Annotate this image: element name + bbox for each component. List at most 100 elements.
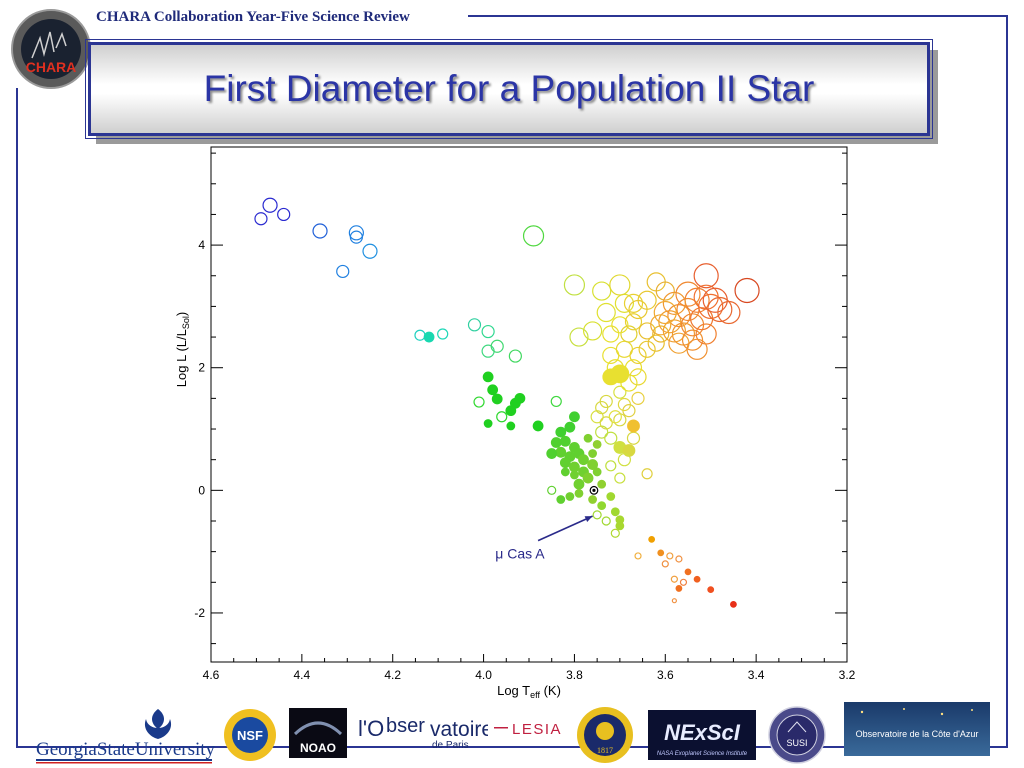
star-point	[481, 324, 495, 339]
star-point	[601, 516, 611, 526]
star-point	[647, 334, 665, 352]
star-point	[588, 495, 597, 504]
star-point	[559, 457, 571, 469]
star-point	[546, 448, 558, 459]
header-text: CHARA Collaboration Year-Five Science Re…	[96, 9, 410, 25]
x-tick-label: 3.2	[839, 668, 856, 682]
star-point	[595, 400, 609, 415]
star-point	[262, 197, 278, 213]
star-point	[506, 421, 516, 431]
star-point	[597, 501, 607, 511]
star-point	[671, 598, 677, 604]
star-point	[730, 600, 737, 608]
chart-points	[254, 197, 760, 608]
nsf-text: NSF	[237, 728, 263, 743]
frame-left-rule	[16, 88, 18, 748]
star-point	[254, 212, 268, 226]
star-point	[490, 339, 504, 353]
star-point	[592, 510, 602, 520]
chara-logo-text: CHARA	[26, 59, 77, 75]
star-point	[514, 392, 526, 404]
star-point	[629, 368, 647, 386]
star-point	[583, 433, 593, 443]
nexsci-text: NExScI	[664, 720, 741, 745]
star-point	[628, 299, 648, 320]
star-point	[559, 435, 571, 447]
star-point	[717, 300, 741, 325]
star-point	[582, 321, 603, 341]
star-point	[602, 325, 620, 343]
star-point	[675, 281, 701, 307]
susi-logo: SUSI	[768, 706, 826, 764]
star-point	[467, 318, 482, 332]
star-point	[564, 421, 576, 433]
star-point	[555, 446, 567, 458]
lesia-text: LESIA	[512, 721, 562, 738]
star-point	[565, 492, 575, 501]
star-point	[592, 281, 612, 301]
x-tick-label: 4.0	[475, 668, 492, 682]
star-point	[473, 396, 485, 408]
star-point	[574, 488, 584, 498]
star-point	[662, 291, 686, 315]
obs-sub: de Paris	[432, 740, 469, 751]
star-point	[604, 431, 618, 445]
star-point	[617, 453, 632, 467]
star-point	[336, 264, 350, 279]
star-point	[620, 374, 638, 392]
star-point	[588, 449, 597, 458]
star-point	[483, 419, 493, 428]
star-point	[702, 287, 728, 313]
star-point	[491, 393, 503, 405]
star-point	[624, 359, 643, 377]
star-point	[508, 349, 522, 363]
y-tick-label: 4	[198, 238, 205, 252]
star-point	[610, 507, 620, 517]
slide-title: First Diameter for a Population II Star	[203, 68, 815, 109]
obs-middle: bser	[386, 715, 425, 737]
star-point	[349, 230, 363, 244]
star-point	[592, 439, 602, 449]
x-tick-label: 3.8	[566, 668, 583, 682]
star-point	[578, 454, 589, 466]
star-point	[547, 485, 557, 495]
star-point	[693, 575, 701, 583]
star-point	[606, 359, 624, 377]
star-point	[686, 338, 708, 360]
x-axis-label: Log Teff (K)	[497, 683, 561, 700]
star-point	[532, 420, 544, 432]
chart-axes	[210, 146, 848, 663]
star-point	[423, 331, 435, 343]
frame-right-rule	[1006, 15, 1008, 748]
star-point	[629, 346, 647, 365]
star-point	[582, 472, 594, 484]
star-point	[631, 391, 645, 405]
star-point	[620, 325, 638, 343]
star-point	[734, 277, 760, 304]
obs-prefix: l'O	[358, 716, 384, 741]
star-point	[569, 327, 589, 347]
x-tick-label: 4.2	[384, 668, 401, 682]
star-point	[698, 293, 724, 320]
y-tick-label: -2	[194, 606, 205, 620]
annotation-arrow-head	[584, 516, 593, 522]
star-point	[437, 328, 449, 340]
star-point	[560, 467, 570, 477]
star-point	[615, 521, 625, 531]
star-point	[667, 304, 691, 328]
star-point	[666, 552, 674, 560]
star-point	[348, 225, 364, 241]
gsu-wordmark: GeorgiaStateUniversity	[36, 739, 216, 760]
star-point	[613, 385, 627, 399]
star-point	[597, 479, 607, 489]
star-point	[609, 274, 631, 296]
star-point	[655, 281, 675, 301]
star-point	[505, 405, 517, 417]
star-point	[599, 416, 613, 430]
star-point	[634, 552, 642, 560]
star-point	[522, 225, 545, 247]
star-point	[608, 410, 622, 424]
star-point	[563, 274, 586, 296]
title-box: First Diameter for a Population II Star	[85, 39, 933, 139]
